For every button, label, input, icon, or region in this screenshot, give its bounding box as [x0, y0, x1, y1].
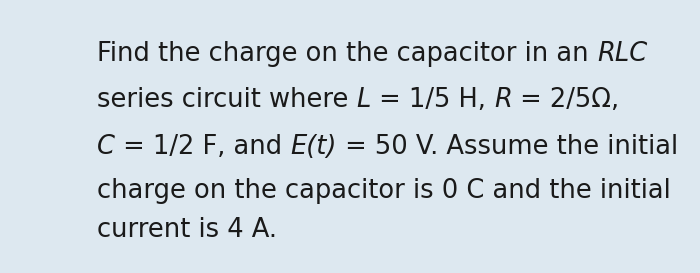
Text: RLC: RLC	[597, 41, 648, 67]
Text: = 50 V. Assume the initial: = 50 V. Assume the initial	[337, 133, 678, 160]
Text: = 1/5 H,: = 1/5 H,	[371, 87, 494, 113]
Text: L: L	[357, 87, 371, 113]
Text: charge on the capacitor is 0 C and the initial: charge on the capacitor is 0 C and the i…	[97, 178, 671, 204]
Text: = 1/2 F, and: = 1/2 F, and	[116, 133, 290, 160]
Text: = 2/5Ω,: = 2/5Ω,	[512, 87, 619, 113]
Text: series circuit where: series circuit where	[97, 87, 357, 113]
Text: E(t): E(t)	[290, 133, 337, 160]
Text: C: C	[97, 133, 116, 160]
Text: Find the charge on the capacitor in an: Find the charge on the capacitor in an	[97, 41, 597, 67]
Text: current is 4 A.: current is 4 A.	[97, 217, 277, 243]
Text: R: R	[494, 87, 512, 113]
